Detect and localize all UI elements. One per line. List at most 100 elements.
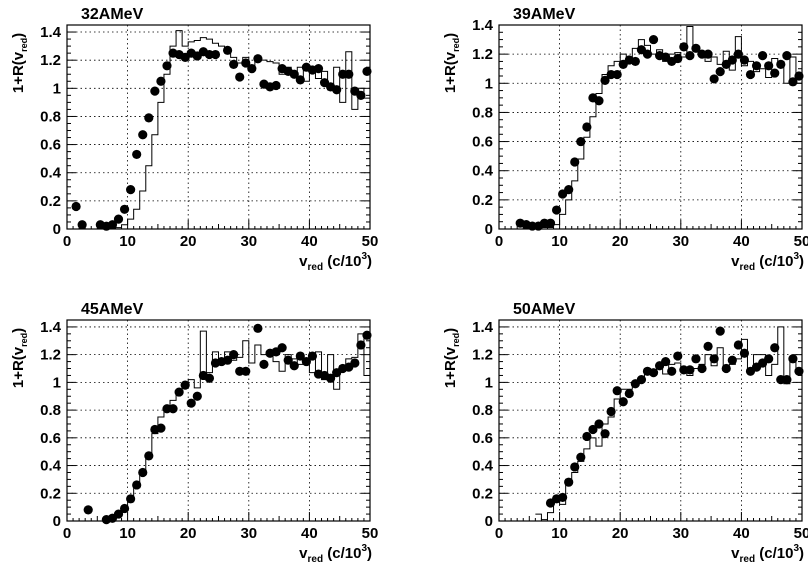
data-point [570,462,580,472]
data-point [745,69,756,80]
data-point [229,59,239,69]
data-point [630,56,640,67]
data-point [594,419,604,429]
data-point [721,363,731,374]
data-point [126,185,136,195]
data-point [332,85,342,95]
data-point [253,54,263,64]
x-tick-label: 10 [551,525,568,542]
data-point [113,214,124,224]
data-point [289,69,299,79]
data-point [295,75,305,85]
data-point [156,423,166,433]
grid-lines [499,25,802,229]
axis-ticks [498,24,803,230]
x-tick-label: 0 [63,525,71,542]
y-tick-label: 0 [485,513,493,530]
data-point [715,326,725,336]
x-tick-label: 10 [119,233,136,250]
x-tick-label: 30 [240,233,257,250]
x-tick-label: 10 [551,233,568,250]
data-point [782,51,792,61]
data-point [727,355,737,365]
data-point [782,375,792,385]
data-point [709,74,719,84]
data-point [594,96,604,106]
y-tick-label: 0.2 [40,193,61,210]
y-tick-label: 1.2 [40,52,61,69]
plot-frame [498,319,803,522]
y-tick-label: 0.6 [472,134,493,151]
y-axis-label: 1+R(vred) [442,33,461,93]
x-axis-label: vred (c/103) [731,251,804,273]
data-point [667,366,677,376]
data-point [727,55,737,65]
y-tick-label: 1.2 [40,347,61,364]
panel-45amev: 0 10 20 30 40 50 0 0.2 0.4 0.6 0.8 1 1.2 1.4 45AMeV 1… [10,301,378,564]
data-point [733,340,743,350]
marker-series [545,326,804,508]
y-tick-label: 0.8 [472,104,493,121]
data-point [673,351,683,361]
y-tick-label: 0.6 [40,137,61,154]
data-point [691,354,701,364]
y-tick-label: 0 [485,221,493,238]
x-tick-label: 20 [180,233,197,250]
y-tick-label: 0.4 [472,163,494,180]
data-point [648,368,659,378]
histogram-line [115,330,370,516]
data-point [356,340,366,350]
grid-lines [67,25,370,229]
y-tick-label: 1.4 [40,319,62,336]
data-point [119,503,130,514]
x-tick-label: 40 [733,525,750,542]
data-point [326,373,336,383]
tick-labels: 0 10 20 30 40 50 0 0.2 0.4 0.6 0.8 1 1.2 1.4 [40,24,378,250]
panel-50amev: 0 10 20 30 40 50 0 0.2 0.4 0.6 0.8 1 1.2 1.4 50AMeV 1… [442,301,808,564]
data-point [138,467,148,478]
data-point [247,64,257,74]
data-point [119,204,130,214]
x-tick-label: 20 [180,525,197,542]
data-point [271,80,281,91]
x-tick-label: 0 [63,233,71,250]
panel-title: 50AMeV [513,301,576,318]
data-point [703,49,713,59]
y-tick-label: 0.2 [40,485,61,502]
y-tick-label: 0.6 [40,430,61,447]
y-tick-label: 1 [53,80,61,97]
histogram-line [535,326,802,521]
data-point [107,220,118,230]
data-point [776,59,786,69]
x-tick-label: 40 [733,233,750,250]
marker-series [83,323,372,525]
data-point [301,356,311,367]
data-point [764,61,774,71]
data-point [156,76,166,86]
data-point [564,185,574,195]
x-tick-label: 0 [495,525,503,542]
data-point [685,365,695,375]
data-point [235,72,245,82]
data-point [362,66,372,77]
data-point [356,90,366,100]
y-tick-label: 1.4 [40,24,62,41]
data-point [126,494,136,504]
histogram-series [535,326,802,521]
data-point [685,51,695,61]
data-point [606,406,616,417]
data-point [71,201,81,212]
y-tick-label: 0.8 [40,108,61,125]
data-point [551,205,562,215]
data-point [697,363,707,374]
grid-lines [499,320,802,521]
panel-title: 39AMeV [513,6,576,23]
y-tick-label: 0 [53,221,61,238]
data-point [582,431,592,442]
data-point [77,220,87,230]
data-point [241,366,251,376]
x-tick-label: 30 [672,525,689,542]
x-axis-label: vred (c/103) [299,251,372,273]
data-point [739,348,750,358]
